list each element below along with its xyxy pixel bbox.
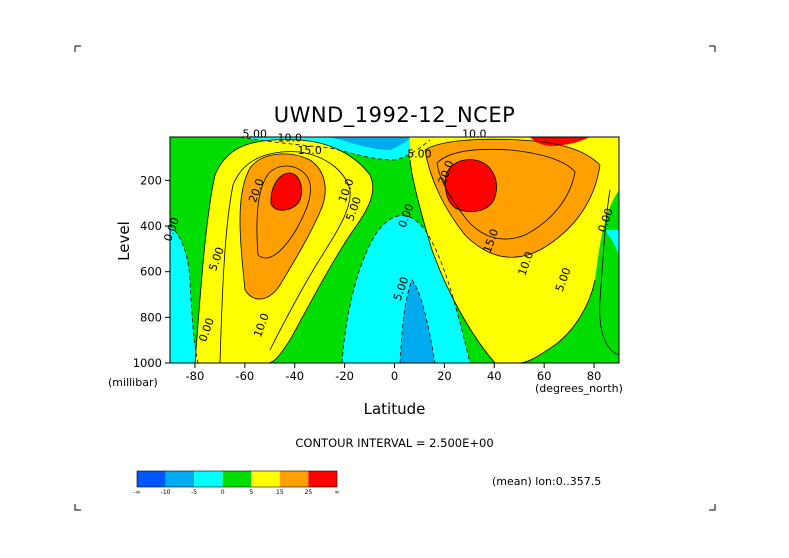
legend-label: 5 — [249, 489, 253, 496]
corner-mark-tl — [74, 45, 81, 52]
y-tick-label: 200 — [140, 173, 162, 187]
contour-fill-layer — [170, 137, 619, 363]
band-neg-south-polar — [170, 225, 198, 363]
y-tick-label: 400 — [140, 219, 162, 233]
band-neg-north-polar — [605, 230, 619, 260]
band-25-plus-south — [270, 173, 302, 211]
legend-swatch — [279, 471, 309, 487]
band-neg5-tropical — [400, 280, 435, 363]
legend-swatch — [194, 471, 223, 487]
y-tick-label: 600 — [140, 265, 162, 279]
contour-label: 5.00 — [407, 148, 432, 161]
legend-swatch — [308, 471, 337, 487]
x-tick-label: -80 — [186, 369, 205, 383]
contour-interval-note: CONTOUR INTERVAL = 2.500E+00 — [295, 436, 494, 450]
y-axis-unit: (millibar) — [108, 376, 158, 389]
x-axis-ticks: -80 -60 -40 -20 0 20 40 60 80 — [186, 363, 602, 383]
x-tick-label: 80 — [587, 369, 602, 383]
legend-swatch — [251, 471, 280, 487]
corner-mark-br — [709, 504, 716, 511]
legend-label: 0 — [221, 489, 225, 496]
x-tick-label: -20 — [335, 369, 354, 383]
y-tick-label: 800 — [140, 310, 162, 324]
y-tick-label: 1000 — [133, 356, 162, 370]
band-25-plus-strat-north — [530, 137, 590, 146]
contour-lines — [170, 137, 619, 363]
legend-label: -10 — [161, 489, 171, 496]
legend-swatch — [137, 471, 166, 487]
x-tick-label: 0 — [391, 369, 398, 383]
legend-frame — [136, 470, 338, 488]
x-tick-label: 60 — [537, 369, 552, 383]
legend-label: -5 — [191, 489, 197, 496]
x-axis-label: Latitude — [363, 400, 426, 418]
legend-label: -∞ — [133, 489, 140, 496]
legend-label: ∞ — [335, 489, 340, 496]
mean-longitude-note: (mean) lon:0..357.5 — [492, 475, 602, 488]
y-axis-label: Level — [115, 221, 133, 261]
x-tick-label: 40 — [487, 369, 502, 383]
band-neg5-strat — [330, 137, 410, 150]
x-axis-unit: (degrees_north) — [535, 382, 623, 395]
band-25-plus-north — [444, 159, 497, 212]
legend-swatch — [165, 471, 195, 487]
x-tick-label: -40 — [285, 369, 304, 383]
y-axis-ticks: 200 400 600 800 1000 — [133, 173, 170, 370]
legend-label: 25 — [305, 489, 313, 496]
legend-swatch — [222, 471, 252, 487]
x-tick-label: -60 — [235, 369, 254, 383]
chart-title: UWND_1992-12_NCEP — [273, 103, 516, 127]
contour-label: 15.0 — [297, 144, 322, 157]
x-tick-label: 20 — [437, 369, 452, 383]
contour-label: 10.0 — [462, 127, 487, 140]
contour-label: 10.0 — [277, 132, 302, 145]
legend-label: 15 — [276, 489, 284, 496]
corner-mark-tr — [709, 45, 716, 52]
band-neg-tropical — [342, 215, 470, 363]
color-legend: -∞ -10 -5 0 5 15 25 ∞ — [133, 470, 340, 496]
contour-label: 5.00 — [243, 127, 268, 140]
corner-mark-bl — [74, 504, 81, 511]
